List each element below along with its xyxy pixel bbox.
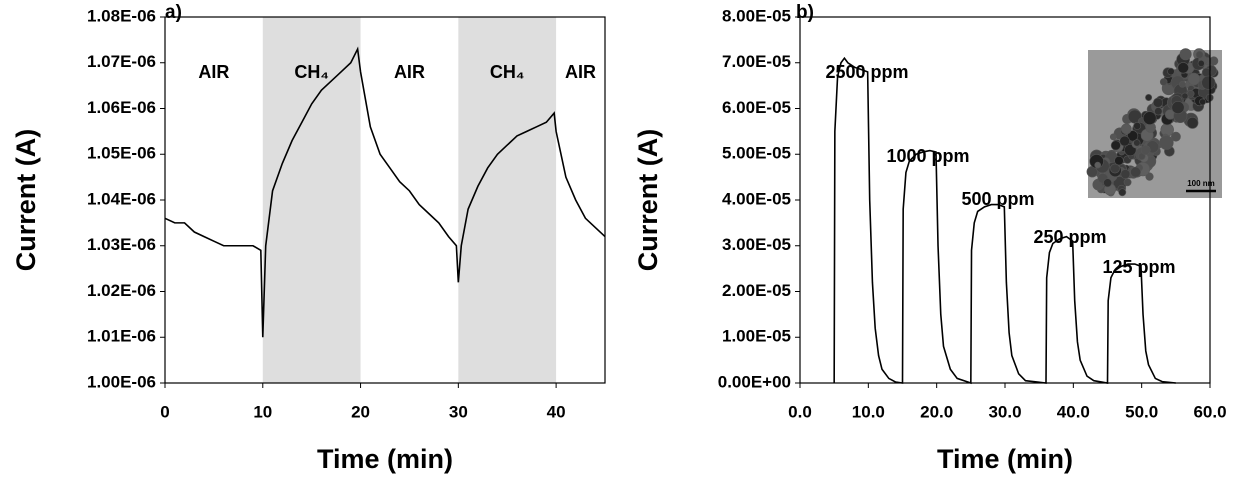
period-label: AIR <box>198 62 229 82</box>
inset-particle <box>1145 172 1154 181</box>
inset-particle <box>1195 50 1204 59</box>
y-tick-label: 1.08E-06 <box>87 6 156 25</box>
inset-particle <box>1130 166 1141 178</box>
annotation: 1000 ppm <box>886 146 969 166</box>
data-line <box>833 56 1176 385</box>
panel-label: a) <box>165 2 182 23</box>
period-label: AIR <box>565 62 596 82</box>
x-tick-label: 60.0 <box>1193 402 1226 421</box>
period-label: CH₄ <box>490 62 525 82</box>
inset-particle <box>1187 72 1201 86</box>
y-tick-label: 1.01E-06 <box>87 327 156 346</box>
inset-particle <box>1197 59 1205 67</box>
inset-particle <box>1159 135 1174 150</box>
y-tick-label: 1.07E-06 <box>87 52 156 71</box>
y-tick-label: 5.00E-05 <box>722 144 791 163</box>
x-axis-title: Time (min) <box>937 444 1073 474</box>
inset-particle <box>1201 75 1216 90</box>
inset-particle <box>1133 122 1142 130</box>
inset-particle <box>1179 48 1192 61</box>
y-tick-label: 1.00E-05 <box>722 327 791 346</box>
inset-particle <box>1120 123 1132 135</box>
y-tick-label: 3.00E-05 <box>722 235 791 254</box>
annotation: 2500 ppm <box>825 62 908 82</box>
x-tick-label: 0.0 <box>788 402 812 421</box>
x-tick-label: 30 <box>449 402 468 421</box>
inset-particle <box>1167 67 1175 76</box>
panel-label: b) <box>796 2 814 23</box>
inset-particle <box>1114 156 1124 166</box>
x-tick-label: 30.0 <box>988 402 1021 421</box>
inset-particle <box>1181 92 1189 100</box>
inset-particle <box>1209 56 1219 66</box>
y-tick-label: 4.00E-05 <box>722 189 791 208</box>
x-tick-label: 20.0 <box>920 402 953 421</box>
inset-particle <box>1133 139 1141 147</box>
data-line <box>164 46 606 338</box>
y-tick-label: 1.03E-06 <box>87 235 156 254</box>
inset-image: 100 nm <box>1086 48 1222 198</box>
x-axis-title: Time (min) <box>317 444 453 474</box>
inset-particle <box>1120 169 1131 179</box>
inset-particle <box>1186 117 1199 129</box>
inset-particle <box>1109 133 1117 141</box>
y-tick-label: 0.00E+00 <box>718 372 791 391</box>
inset-particle <box>1094 161 1101 169</box>
scale-label: 100 nm <box>1187 179 1215 188</box>
inset-particle <box>1103 178 1112 188</box>
x-tick-label: 10.0 <box>852 402 885 421</box>
x-tick-label: 10 <box>253 402 272 421</box>
x-tick-label: 40 <box>547 402 566 421</box>
inset-particle <box>1199 98 1206 106</box>
x-tick-label: 40.0 <box>1057 402 1090 421</box>
y-tick-label: 1.04E-06 <box>87 189 156 208</box>
inset-particle <box>1126 130 1139 142</box>
y-tick-label: 6.00E-05 <box>722 98 791 117</box>
inset-particle <box>1145 94 1153 102</box>
inset-particle <box>1159 78 1168 86</box>
y-tick-label: 1.06E-06 <box>87 98 156 117</box>
inset-particle <box>1119 135 1130 147</box>
y-tick-label: 8.00E-05 <box>722 6 791 25</box>
inset-particle <box>1140 145 1151 155</box>
annotation: 250 ppm <box>1033 227 1106 247</box>
x-tick-label: 50.0 <box>1125 402 1158 421</box>
x-tick-label: 0 <box>160 402 169 421</box>
period-label: CH₄ <box>294 62 329 82</box>
inset-particle <box>1110 163 1120 174</box>
y-tick-label: 1.02E-06 <box>87 281 156 300</box>
annotation: 125 ppm <box>1102 257 1175 277</box>
shaded-band <box>262 17 361 383</box>
inset-particle <box>1118 188 1127 197</box>
inset-particle <box>1179 81 1186 88</box>
annotation: 500 ppm <box>961 189 1034 209</box>
y-axis-title: Current (A) <box>633 129 663 272</box>
inset-particle <box>1142 111 1157 125</box>
inset-particle <box>1154 107 1163 116</box>
inset-particle <box>1110 140 1121 151</box>
inset-particle <box>1171 131 1181 142</box>
inset-particle <box>1123 178 1132 187</box>
y-axis-title: Current (A) <box>11 129 41 272</box>
y-tick-label: 7.00E-05 <box>722 52 791 71</box>
inset-particle <box>1153 97 1164 108</box>
y-tick-label: 1.05E-06 <box>87 144 156 163</box>
shaded-band <box>458 17 557 383</box>
y-tick-label: 1.00E-06 <box>87 372 156 391</box>
inset-particle <box>1171 101 1185 115</box>
inset-particle <box>1177 62 1189 74</box>
x-tick-label: 20 <box>351 402 370 421</box>
y-tick-label: 2.00E-05 <box>722 281 791 300</box>
period-label: AIR <box>394 62 425 82</box>
